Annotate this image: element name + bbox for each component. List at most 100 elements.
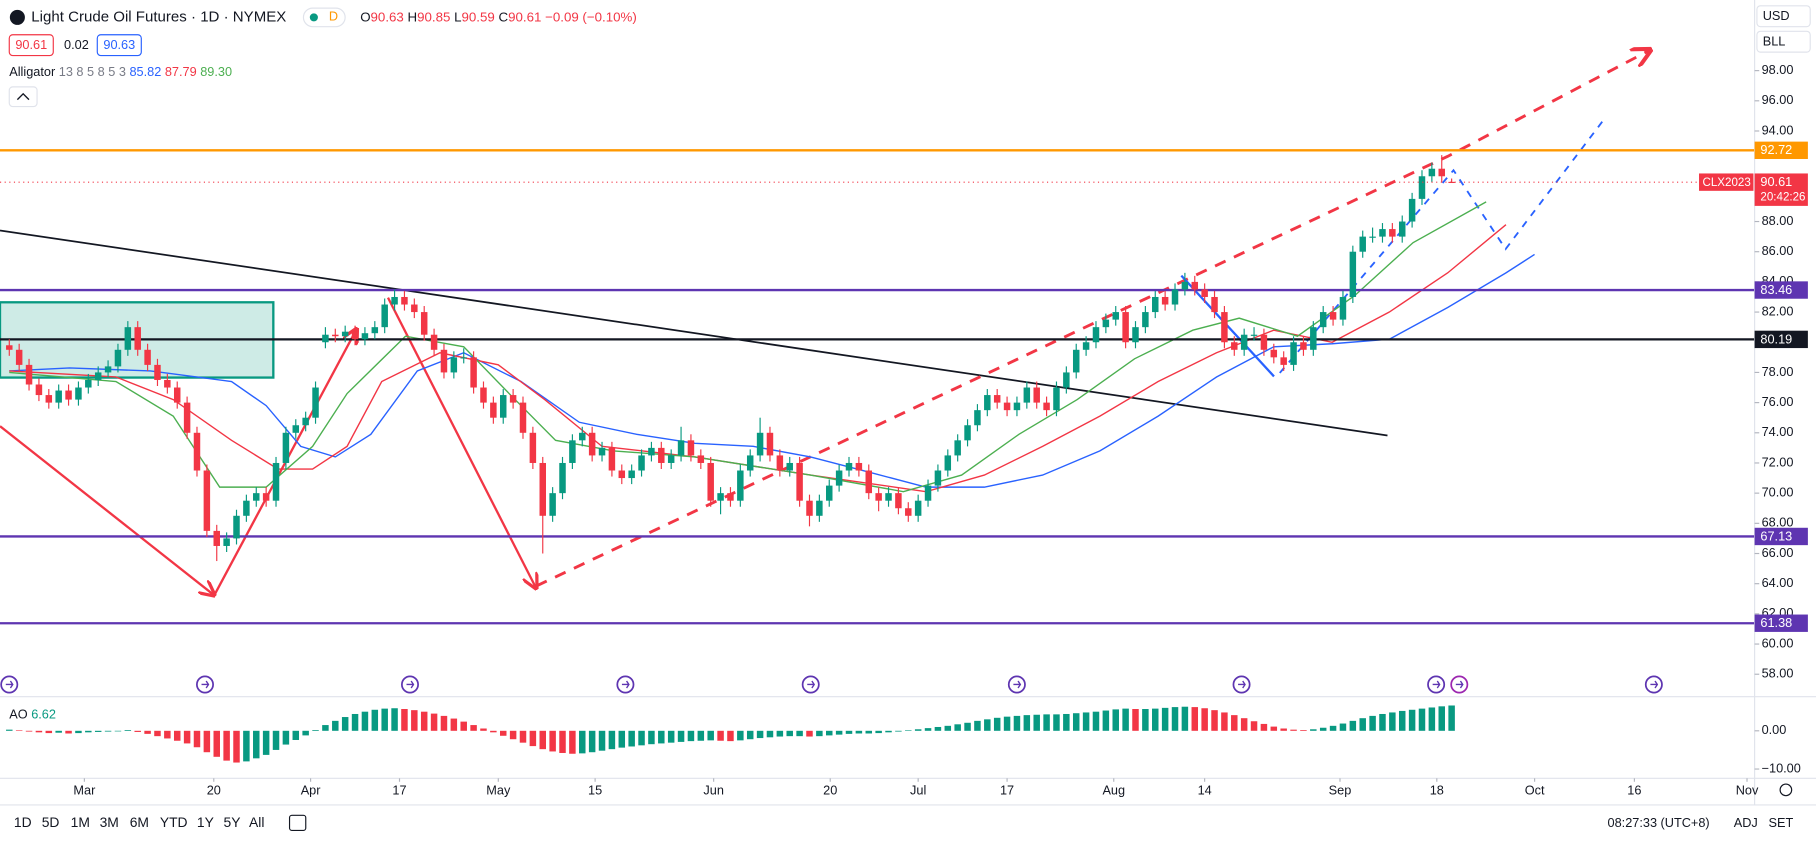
candle-body (1221, 312, 1228, 343)
ao-bar (608, 730, 616, 750)
ao-legend: AO 6.62 (9, 707, 56, 722)
ao-bar (1063, 713, 1070, 731)
ao-bar (1310, 729, 1317, 731)
ohlc-value: 90.59 (462, 9, 495, 24)
ao-bar (1132, 709, 1139, 731)
candle-body (253, 493, 260, 501)
ao-bar (223, 730, 230, 761)
indicator-name: Alligator (9, 64, 56, 79)
range-button[interactable]: 1M (71, 814, 90, 830)
ao-bar (164, 730, 171, 739)
candle-body (934, 470, 942, 486)
date-range-icon[interactable] (288, 814, 307, 831)
ao-bar (618, 730, 626, 748)
y-tick-label: 72.00 (1762, 454, 1794, 469)
level-label: 83.46 (1760, 282, 1792, 297)
ao-bar (430, 713, 438, 731)
sell-button[interactable] (8, 34, 54, 57)
projection-line (535, 50, 1650, 588)
range-button[interactable]: 3M (100, 814, 119, 830)
ao-bar (529, 730, 537, 747)
y-tick-label: 88.00 (1762, 213, 1794, 228)
ao-bar (1438, 706, 1445, 731)
event-glyph (1013, 680, 1022, 689)
candle-body (1161, 296, 1169, 305)
candle-body (1063, 372, 1070, 388)
candle-body (826, 485, 833, 501)
y-tick-label: 70.00 (1762, 485, 1794, 500)
range-button[interactable]: 5Y (224, 814, 241, 830)
y-tick-label: 78.00 (1762, 364, 1794, 379)
ao-bar (786, 730, 793, 737)
ao-bar (875, 730, 882, 734)
level-label-box (1754, 614, 1808, 632)
range-button[interactable]: All (249, 814, 264, 830)
buy-button[interactable] (96, 34, 142, 57)
ao-bar (1250, 721, 1258, 731)
candle-body (1191, 281, 1199, 290)
range-button[interactable]: 1D (14, 814, 32, 830)
ao-bar (766, 730, 774, 738)
ao-bar (865, 730, 873, 734)
ohlc-key: L (454, 9, 461, 24)
candle-body (1033, 387, 1040, 403)
ao-bar (104, 730, 112, 732)
adj-toggle[interactable]: ADJ (1734, 815, 1758, 830)
ohlc-change: −0.09 (−0.10%) (545, 9, 637, 24)
y-tick-label: 98.00 (1762, 62, 1794, 77)
ao-bar (1092, 711, 1100, 731)
range-button[interactable]: YTD (160, 814, 188, 830)
ao-bar (598, 730, 606, 751)
range-button[interactable]: 6M (130, 814, 149, 830)
event-glyph (201, 680, 210, 689)
unit: BLL (1763, 34, 1786, 49)
spread: 0.02 (64, 37, 89, 52)
candle-body (549, 493, 556, 516)
settings-icon[interactable] (1779, 783, 1793, 797)
candle-body (1260, 334, 1268, 350)
ao-bar (490, 730, 497, 733)
ao-bar (756, 730, 764, 739)
candle-body (559, 462, 566, 494)
event-glyph (1650, 680, 1659, 689)
set-toggle[interactable]: SET (1769, 815, 1794, 830)
wave-arrow (0, 425, 214, 595)
ao-bar (1231, 715, 1238, 731)
ao-bar (480, 728, 487, 731)
ao-bar (845, 730, 853, 734)
currency-button[interactable] (1756, 5, 1811, 28)
ao-bar (1013, 715, 1021, 731)
ao-bar (312, 730, 319, 731)
ao-bar (993, 717, 1001, 731)
x-tick-label: Sep (1329, 782, 1352, 797)
indicator-params: 13 8 5 8 5 3 (59, 64, 126, 79)
ao-bar (35, 730, 43, 733)
range-button[interactable]: 1Y (197, 814, 214, 830)
y-tick-label: 96.00 (1762, 92, 1794, 107)
ao-bar (25, 730, 33, 732)
ao-bar (6, 729, 13, 731)
ao-bar (1329, 725, 1337, 731)
candle-body (411, 304, 418, 313)
candle-body (1349, 251, 1357, 297)
candle-body (1132, 327, 1139, 343)
event-glyph (807, 680, 816, 689)
candle-body (292, 425, 300, 433)
status-badge: D (329, 9, 338, 24)
candle-body (687, 440, 695, 456)
candle-body (401, 296, 408, 305)
unit-button[interactable] (1756, 30, 1811, 53)
ao-bar (1280, 728, 1287, 731)
range-button[interactable]: 5D (42, 814, 60, 830)
candle-body (905, 508, 912, 516)
candle-body (15, 349, 23, 365)
candle-body (203, 470, 211, 531)
currency: USD (1763, 8, 1790, 23)
ao-bar (1270, 726, 1278, 731)
ao-bar (124, 730, 132, 731)
level-label: 92.72 (1760, 142, 1792, 157)
ao-bar (1003, 716, 1011, 731)
ao-bar (816, 730, 823, 737)
ao-bar (173, 730, 181, 741)
collapse-button[interactable] (8, 86, 38, 108)
